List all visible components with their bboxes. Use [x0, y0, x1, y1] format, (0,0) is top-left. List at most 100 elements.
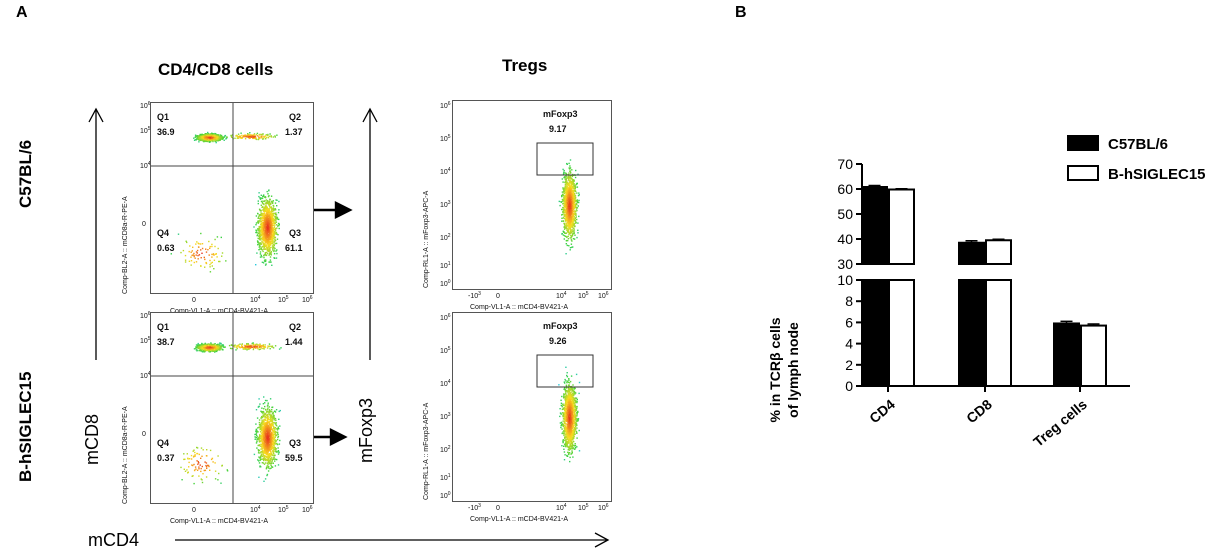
cell-dot: [276, 217, 279, 219]
cell-dot: [210, 138, 212, 140]
cell-dot: [570, 178, 572, 180]
cell-dot: [268, 216, 270, 218]
cell-dot: [266, 206, 268, 209]
cell-dot: [272, 200, 274, 202]
cell-dot: [569, 165, 571, 167]
cell-dot: [278, 218, 280, 221]
cell-dot: [265, 241, 267, 243]
cell-dot: [267, 470, 270, 472]
cell-dot: [259, 233, 262, 235]
cell-dot: [574, 206, 576, 208]
cell-dot: [270, 464, 272, 467]
cell-dot: [265, 434, 267, 436]
yaxis-title: Comp-BL2-A :: mCD8a-R-PE-A: [122, 406, 129, 504]
cell-dot: [268, 345, 270, 348]
cell-dot: [578, 201, 580, 204]
cell-dot: [207, 131, 209, 134]
cell-dot: [272, 415, 274, 418]
cell-dot: [270, 467, 272, 469]
cell-dot: [258, 221, 260, 223]
cell-dot: [574, 212, 576, 214]
cell-dot: [219, 260, 221, 263]
cell-dot: [273, 233, 275, 235]
cell-dot: [562, 220, 565, 222]
cell-dot: [566, 229, 568, 231]
cell-dot: [272, 423, 274, 425]
cell-dot: [248, 347, 251, 349]
cell-dot: [225, 138, 227, 140]
cell-dot: [272, 458, 274, 461]
cell-dot: [271, 213, 273, 215]
cell-dot: [177, 233, 180, 235]
cell-dot: [563, 217, 565, 219]
cell-dot: [271, 460, 273, 463]
cell-dot: [259, 423, 262, 426]
cell-dot: [201, 351, 204, 353]
column-title-tregs: Tregs: [502, 56, 548, 75]
cell-dot: [237, 135, 239, 138]
cell-dot: [277, 447, 279, 449]
cell-dot: [201, 247, 204, 250]
cell-dot: [260, 214, 262, 217]
cell-dot: [266, 217, 269, 219]
quadrant-q2-name: Q2: [289, 322, 301, 332]
cell-dot: [267, 238, 269, 240]
cell-dot: [571, 207, 573, 210]
cell-dot: [200, 135, 202, 137]
cell-dot: [254, 135, 257, 137]
cell-dot: [267, 404, 269, 406]
cell-dot: [267, 200, 269, 202]
cell-dot: [273, 437, 275, 439]
cell-dot: [278, 224, 280, 227]
cell-dot: [273, 433, 276, 436]
cell-dot: [258, 423, 261, 426]
cell-dot: [266, 136, 268, 139]
cell-dot: [260, 223, 262, 225]
cell-dot: [267, 208, 269, 211]
cell-dot: [255, 133, 258, 136]
cell-dot: [195, 468, 197, 470]
cell-dot: [268, 422, 270, 424]
cell-dot: [194, 469, 196, 471]
cell-dot: [571, 211, 574, 214]
cell-dot: [264, 450, 266, 453]
cell-dot: [276, 443, 279, 446]
cell-dot: [263, 237, 265, 239]
cell-dot: [271, 419, 274, 421]
quadrant-q4-name: Q4: [157, 438, 169, 448]
cell-dot: [576, 192, 578, 194]
cell-dot: [205, 465, 208, 468]
cell-dot: [264, 399, 267, 402]
cell-dot: [269, 231, 271, 234]
cell-dot: [263, 240, 265, 242]
cell-dot: [573, 184, 575, 186]
cell-dot: [197, 258, 199, 260]
cell-dot: [204, 349, 206, 351]
cell-dot: [269, 221, 271, 223]
cell-dot: [571, 181, 573, 183]
cell-dot: [265, 233, 268, 235]
cell-dot: [268, 428, 270, 430]
cell-dot: [258, 246, 260, 248]
cell-dot: [559, 204, 561, 207]
cell-dot: [220, 342, 222, 345]
cell-dot: [235, 135, 238, 137]
cell-dot: [194, 455, 196, 457]
cell-dot: [221, 465, 223, 467]
cell-dot: [205, 462, 208, 464]
cell-dot: [263, 260, 266, 262]
cell-dot: [258, 134, 260, 136]
cell-dot: [209, 245, 211, 248]
cell-dot: [266, 430, 268, 432]
cell-dot: [266, 443, 269, 445]
cell-dot: [190, 251, 192, 253]
cell-dot: [270, 228, 272, 230]
cell-dot: [263, 434, 265, 436]
cell-dot: [270, 195, 273, 197]
cell-dot: [255, 264, 257, 266]
cell-dot: [203, 343, 205, 346]
cell-dot: [194, 454, 196, 456]
cell-dot: [211, 243, 213, 246]
cell-dot: [260, 445, 262, 447]
